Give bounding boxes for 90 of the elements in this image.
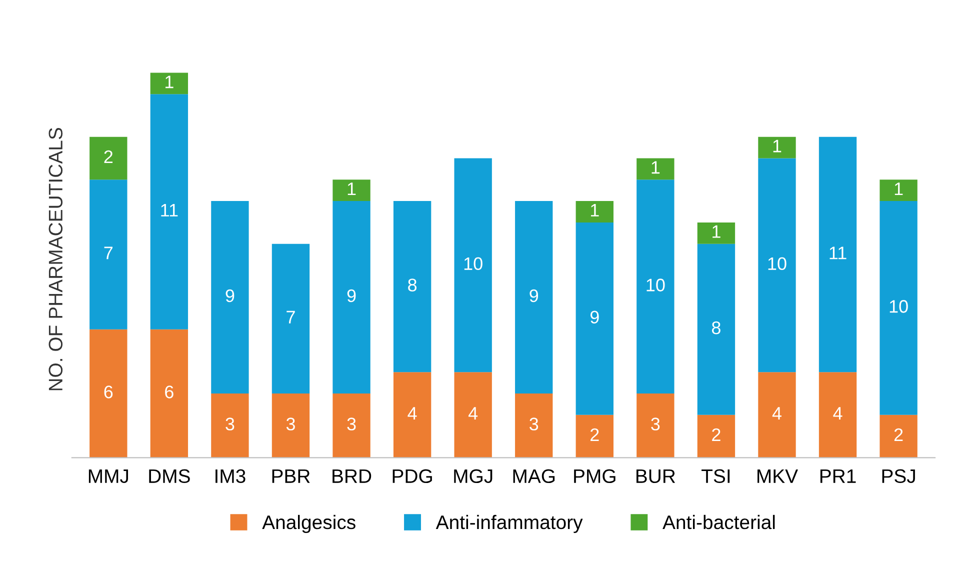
- legend-label: Analgesics: [262, 514, 356, 534]
- bar: [818, 372, 857, 458]
- bar: [272, 394, 310, 458]
- x-tick-label: BRD: [332, 469, 372, 483]
- data-label: 1: [591, 204, 599, 216]
- bar: [90, 136, 128, 180]
- data-label: 10: [768, 257, 786, 270]
- data-label: 1: [894, 182, 903, 196]
- bar: [697, 244, 736, 415]
- x-tick-label: PSJ: [882, 469, 915, 484]
- data-label: 2: [590, 428, 599, 441]
- x-tick-label: MAG: [513, 469, 555, 484]
- bar: [576, 201, 614, 222]
- x-tick-label: MMJ: [88, 469, 128, 484]
- bar: [758, 158, 796, 372]
- bar: [211, 394, 249, 458]
- bar: [697, 414, 736, 458]
- bar: [90, 180, 128, 330]
- bar: [90, 329, 128, 458]
- bar: [697, 222, 736, 244]
- x-tick-label: IM3: [216, 469, 246, 484]
- data-label: 1: [712, 225, 720, 238]
- data-label: 9: [347, 289, 356, 302]
- bar: [576, 414, 614, 458]
- bar: [515, 394, 553, 458]
- bar: [880, 201, 918, 415]
- data-label: 7: [286, 310, 295, 324]
- data-label: 10: [890, 300, 908, 313]
- data-label: 1: [773, 140, 782, 152]
- bar: [332, 201, 370, 394]
- data-label: 3: [286, 418, 295, 430]
- bar: [454, 158, 492, 372]
- data-label: 7: [104, 246, 113, 260]
- bar: [393, 372, 432, 458]
- x-tick-label: PBR: [272, 469, 310, 483]
- data-label: 10: [464, 257, 482, 270]
- bar: [150, 329, 188, 458]
- data-label: 9: [530, 289, 538, 302]
- data-label: 11: [161, 204, 178, 216]
- data-label: 1: [348, 182, 356, 196]
- y-axis-title: NO. OF PHARMACEUTICALS: [48, 128, 63, 390]
- data-label: 9: [226, 289, 234, 302]
- legend-label: Anti-bacterial: [662, 514, 775, 530]
- data-label: 2: [894, 428, 903, 441]
- data-label: 11: [830, 246, 846, 260]
- data-label: 9: [590, 310, 599, 324]
- data-label: 2: [104, 150, 113, 163]
- data-label: 1: [652, 161, 660, 174]
- bar: [272, 244, 310, 394]
- bar: [758, 372, 796, 458]
- bar: [393, 201, 432, 372]
- x-tick-label: PR1: [820, 469, 856, 483]
- x-tick-label: MKV: [758, 469, 798, 483]
- data-label: 3: [651, 418, 660, 430]
- x-tick-label: TSI: [702, 469, 730, 484]
- data-label: 3: [530, 418, 538, 430]
- x-tick-label: BUR: [636, 469, 676, 484]
- bar: [211, 201, 249, 394]
- bar: [880, 180, 918, 202]
- bar: [636, 180, 674, 394]
- x-tick-label: PDG: [392, 469, 432, 484]
- data-label: 4: [468, 407, 478, 420]
- data-label: 4: [833, 407, 842, 420]
- data-label: 10: [646, 278, 665, 292]
- data-label: 3: [347, 418, 356, 430]
- bar: [332, 394, 370, 458]
- bar: [454, 372, 492, 458]
- bar: [636, 158, 674, 180]
- legend-label: Anti-infammatory: [436, 514, 583, 534]
- bar: [818, 136, 857, 372]
- data-label: 8: [712, 321, 720, 334]
- data-label: 2: [712, 428, 720, 441]
- bar: [515, 201, 553, 394]
- data-label: 4: [772, 407, 782, 420]
- x-tick-label: MGJ: [454, 469, 492, 484]
- bar: [332, 180, 370, 202]
- bar: [576, 222, 614, 415]
- data-label: 8: [408, 278, 417, 292]
- data-label: 4: [408, 407, 417, 420]
- data-label: 6: [165, 386, 174, 398]
- bar: [636, 394, 674, 458]
- bar: [880, 414, 918, 458]
- data-label: 3: [226, 418, 234, 430]
- bar: [150, 72, 188, 94]
- x-tick-label: DMS: [149, 469, 190, 484]
- bar: [150, 94, 188, 330]
- data-label: 6: [104, 386, 113, 398]
- bar: [758, 136, 796, 158]
- data-label: 1: [166, 76, 174, 88]
- x-tick-label: PMG: [574, 469, 616, 484]
